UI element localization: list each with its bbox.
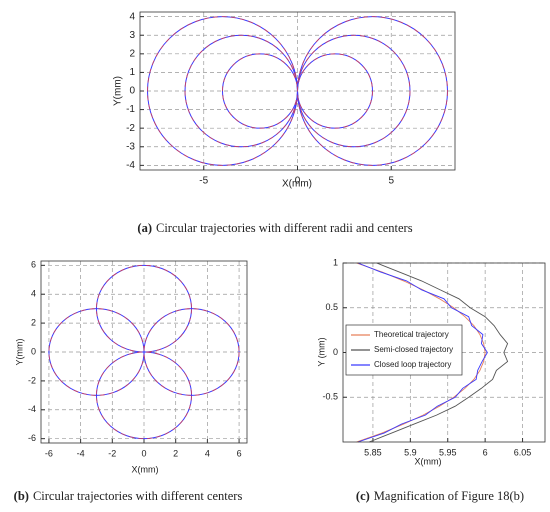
y-tick-label: 0: [333, 347, 338, 357]
x-tick-label: 5: [388, 176, 394, 187]
caption: (a) Circular trajectories with different …: [137, 221, 412, 235]
x-tick-label: 5.85: [364, 447, 382, 457]
x-axis-label: X(mm): [415, 456, 442, 466]
caption-text: Circular trajectories with different rad…: [156, 221, 413, 235]
y-tick-label: -4: [126, 160, 135, 171]
x-tick-label: 5.95: [439, 447, 457, 457]
y-tick-label: -6: [28, 433, 36, 443]
caption: (c) Magnification of Figure 18(b): [356, 489, 524, 503]
y-tick-label: -3: [126, 141, 135, 152]
y-tick-label: 0.5: [325, 302, 338, 312]
trajectory-dashed: [297, 16, 448, 166]
y-axis-label: Y (mm): [316, 337, 326, 366]
plot-frame: [342, 262, 546, 443]
plot-frame: [139, 11, 456, 171]
y-tick-label: 4: [129, 11, 135, 22]
caption-text: Magnification of Figure 18(b): [374, 489, 524, 503]
y-tick-label: 1: [129, 67, 135, 78]
x-tick-label: 6: [237, 448, 242, 458]
x-axis-label: X(mm): [132, 464, 159, 474]
x-tick-label: 0: [295, 176, 301, 187]
x-tick-label: -4: [77, 448, 85, 458]
y-tick-label: -2: [28, 375, 36, 385]
chart-panel: -6 -4 -2 0 2 4 6 -6 -4 -2 0 2 4 6 X(mm) Y(mm) (b) Circula…: [14, 260, 248, 503]
x-tick-label: 6: [483, 447, 488, 457]
x-axis-label: X(mm): [282, 179, 312, 190]
x-tick-label: -2: [108, 448, 116, 458]
y-tick-label: 6: [31, 260, 36, 270]
x-tick-label: 2: [173, 448, 178, 458]
y-tick-label: -4: [28, 404, 36, 414]
y-axis-label: Y(mm): [14, 339, 24, 366]
caption: (b) Circular trajectories with different …: [14, 489, 243, 503]
caption-label: (a): [137, 221, 152, 235]
legend-label: Theoretical trajectory: [374, 330, 449, 339]
y-tick-label: 1: [333, 257, 338, 267]
y-tick-label: 3: [129, 30, 135, 41]
chart-panel: 5.85 5.9 5.95 6 6.05 -0.5 0 0.5 1 Theoretical tra…: [316, 257, 546, 503]
y-tick-label: 0: [129, 86, 135, 97]
legend-label: Closed loop trajectory: [374, 360, 451, 369]
legend-label: Semi-closed trajectory: [374, 345, 453, 354]
x-tick-label: 0: [141, 448, 146, 458]
x-tick-label: 4: [205, 448, 210, 458]
x-tick-label: -6: [45, 448, 53, 458]
y-axis-label: Y(mm): [113, 76, 124, 106]
y-tick-label: -2: [126, 123, 135, 134]
y-tick-label: 2: [31, 317, 36, 327]
y-tick-label: -0.5: [322, 392, 338, 402]
x-tick-label: -5: [199, 176, 208, 187]
plot-frame: [40, 260, 248, 444]
chart-panel: -5 0 5 -4 -3 -2 -1 0 1 2 3 4 X(mm) Y(mm) (a) Circular t…: [113, 11, 456, 235]
caption-label: (c): [356, 489, 370, 503]
caption-label: (b): [14, 489, 29, 503]
caption-text: Circular trajectories with different cen…: [33, 489, 243, 503]
y-tick-label: 2: [129, 48, 135, 59]
trajectory-dashed: [143, 308, 240, 396]
trajectory-line: [357, 262, 488, 443]
y-tick-label: 4: [31, 289, 36, 299]
x-tick-label: 5.9: [404, 447, 417, 457]
y-tick-label: -1: [126, 104, 135, 115]
y-tick-label: 0: [31, 346, 36, 356]
trajectory-line: [369, 262, 509, 443]
x-tick-label: 6.05: [514, 447, 532, 457]
